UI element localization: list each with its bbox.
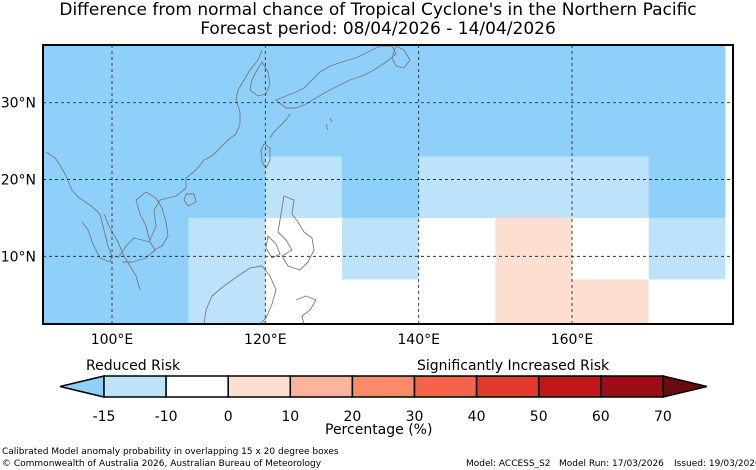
anomaly-cell-2 (188, 217, 266, 324)
anomaly-cell-10 (572, 217, 649, 280)
anomaly-cell-5 (342, 217, 419, 280)
indochina-peninsula (135, 191, 169, 251)
lat-label-20: 20°N (1, 173, 36, 189)
graticule (43, 45, 733, 324)
taiwan-coastline (260, 143, 271, 169)
colorbar-legend: -15 -10 0 10 20 30 40 50 60 70 (59, 375, 708, 425)
hokkaido-coastline (391, 45, 411, 69)
increased-risk-label: Significantly Increased Risk (417, 358, 610, 374)
colorbar-box-0 (103, 375, 167, 398)
map-title: Difference from normal chance of Tropica… (59, 0, 697, 20)
lon-label-160: 160°E (551, 332, 594, 348)
anomaly-cell-11 (572, 279, 649, 324)
korea-coastline (249, 61, 271, 97)
colorbar-tick-2: 0 (224, 409, 233, 425)
hainan-coastline (183, 193, 197, 207)
lon-label-120: 120°E (244, 332, 287, 348)
colorbar-right-arrow (662, 375, 708, 398)
colorbar-box-8 (600, 375, 664, 398)
map-frame (42, 44, 734, 325)
lon-label-100: 100°E (91, 332, 134, 348)
lat-label-30: 30°N (1, 96, 36, 112)
colorbar-box-3 (289, 375, 354, 398)
issued-date: Issued: 19/03/2026 (674, 459, 756, 469)
japan-coastline (275, 45, 397, 109)
anomaly-cell-13 (648, 279, 726, 324)
anomaly-cell-9 (495, 217, 572, 324)
colorbar-tick-9: 70 (654, 409, 672, 425)
axis-labels: 30°N 20°N 10°N 100°E 120°E 140°E 160°E (1, 96, 594, 348)
model-name: Model: ACCESS_S2 (466, 459, 551, 469)
colorbar-box-4 (351, 375, 416, 398)
colorbar-tick-3: 10 (281, 409, 299, 425)
forecast-period: Forecast period: 08/04/2026 - 14/04/2026 (200, 19, 556, 39)
palawan-coastline (265, 235, 281, 259)
colorbar-tick-5: 30 (406, 409, 424, 425)
colorbar-box-7 (537, 375, 602, 398)
anomaly-cell-6 (342, 279, 419, 324)
model-run: Model Run: 17/03/2026 (559, 459, 664, 469)
colorbar-box-1 (165, 375, 229, 398)
asia-coastline (45, 49, 263, 263)
philippines-coastline (277, 195, 315, 271)
anomaly-cells (43, 45, 726, 324)
copyright-text: © Commonwealth of Australia 2026, Austra… (2, 459, 322, 469)
calibration-note: Calibrated Model anomaly probability in … (2, 447, 339, 457)
lat-label-10: 10°N (1, 249, 36, 265)
colorbar-tick-4: 20 (343, 409, 361, 425)
colorbar-tick-0: -15 (93, 409, 116, 425)
anomaly-cell-7 (418, 217, 496, 324)
colorbar-tick-7: 50 (530, 409, 548, 425)
colorbar-box-5 (413, 375, 478, 398)
anomaly-cell-4 (265, 217, 342, 324)
colorbar-tick-8: 60 (592, 409, 610, 425)
anomaly-cell-1 (43, 217, 189, 324)
colorbar-tick-1: -10 (155, 409, 178, 425)
percentage-axis-label: Percentage (%) (325, 422, 433, 438)
anomaly-cell-8 (418, 156, 649, 218)
reduced-risk-label: Reduced Risk (86, 358, 181, 374)
anomaly-cell-12 (648, 217, 726, 280)
colorbar-box-2 (227, 375, 292, 398)
bonin-islands (325, 117, 333, 131)
coastlines (45, 45, 411, 324)
ryukyu-islands (269, 113, 291, 139)
colorbar-tick-6: 40 (468, 409, 486, 425)
lon-label-140: 140°E (397, 332, 440, 348)
colorbar-left-arrow (59, 375, 105, 398)
borneo-coastline (203, 265, 277, 324)
colorbar-box-6 (475, 375, 540, 398)
anomaly-cell-3 (265, 156, 342, 218)
sulawesi-coastline (295, 295, 317, 324)
